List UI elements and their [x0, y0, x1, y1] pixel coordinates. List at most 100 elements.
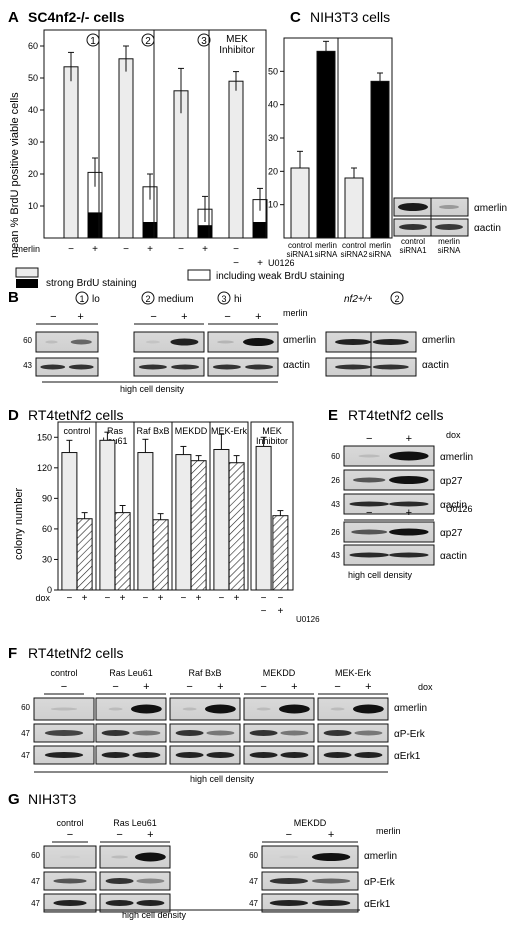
sign-d-8: −	[218, 593, 224, 604]
sign-a-1: +	[92, 244, 98, 255]
panel-e-treatment: U0126	[446, 504, 473, 514]
panel-d-y-axis: 150 120 90 60 30 0	[37, 432, 58, 595]
blot-b-actin-0-band-1	[68, 364, 94, 370]
f-hdr-0-minus: −	[61, 681, 67, 693]
blot-f-erk-2-band-0	[175, 752, 204, 758]
sign-d-1: +	[82, 593, 88, 604]
bar-c-3	[370, 80, 390, 239]
bar-d-0	[61, 452, 78, 591]
bar-d-8	[213, 448, 230, 591]
blot-b-merlin-0-band-0	[45, 340, 58, 344]
bar-d-6	[175, 454, 192, 591]
panel-a-signs: − + − + − + − − +	[68, 244, 263, 269]
panel-g-merlin: merlin	[376, 826, 401, 836]
tick-label-a-60: 60	[28, 41, 38, 51]
blot-f-perk-1-band-0	[101, 730, 130, 736]
e-hdr-1-plus: +	[406, 433, 412, 445]
blot-c-label-actin: αactin	[474, 223, 501, 234]
blot-b-actin-2	[207, 357, 279, 377]
panel-g-note: high cell density	[122, 910, 187, 920]
blot-c-label-merlin: αmerlin	[474, 203, 507, 214]
e-mw-0: 60	[331, 452, 340, 461]
panel-d-dividers	[95, 422, 211, 590]
panel-b-label-merlin: αmerlin	[283, 335, 316, 346]
tick-label-c-50: 50	[268, 66, 278, 76]
tick-label-c-10: 10	[268, 200, 278, 210]
blot-b-wt-merlin-band-0	[335, 339, 371, 345]
svg-text:hi: hi	[234, 294, 242, 305]
blot-g-mek-merlin	[261, 845, 359, 869]
sign-a-0: −	[68, 244, 74, 255]
blot-e-row2-1-band-1	[389, 552, 429, 558]
f-mw-2: 47	[21, 751, 30, 760]
panel-d-treatment: U0126	[296, 615, 320, 624]
panel-f-note: high cell density	[190, 774, 255, 784]
blot-f-erk-2-band-1	[206, 752, 235, 758]
tick-label-c-20: 20	[268, 166, 278, 176]
f-hdr-1-minus: −	[112, 681, 118, 693]
blot-e-row-1-band-1	[389, 476, 429, 484]
tick-label-d-30: 30	[42, 554, 52, 564]
panel-c-y-axis: 50 40 30 20 10	[268, 66, 284, 210]
bar-d-4	[137, 452, 154, 591]
bar-a-strong-3	[143, 222, 157, 238]
tick-label-d-0: 0	[47, 585, 52, 595]
e-mw-2: 43	[331, 500, 340, 509]
panel-b-letter: B	[8, 289, 19, 306]
svg-text:1: 1	[90, 36, 96, 47]
sign-d-7: +	[196, 593, 202, 604]
blot-g-ras-erk-band-1	[136, 900, 165, 906]
blot-b-merlin-0	[35, 331, 99, 353]
f-group-0: control	[50, 668, 77, 678]
legend-weak-swatch	[187, 269, 211, 281]
blot-g-mek-merlin-band-1	[311, 853, 351, 861]
group-d-4: MEK-Erk	[211, 426, 248, 436]
g-hdr-2-minus: −	[286, 829, 292, 841]
bar-d-2	[99, 439, 116, 591]
blot-f-perk-2-band-0	[175, 730, 204, 736]
f-group-4: MEK-Erk	[335, 668, 372, 678]
bar-c-2	[344, 177, 364, 239]
g-group-0: control	[56, 818, 83, 828]
svg-text:2: 2	[145, 294, 150, 304]
bar-a-strong-1	[88, 212, 102, 238]
panel-g-letter: G	[8, 791, 20, 808]
blot-f-perk-4-band-0	[323, 730, 352, 736]
blot-b-wt-actin-band-1	[372, 364, 409, 370]
sign-a-4: −	[178, 244, 184, 255]
blot-b-actin-0-band-0	[40, 364, 66, 370]
panel-f-title: RT4tetNf2 cells	[28, 645, 123, 661]
e-label2-1: αactin	[440, 551, 467, 562]
blot-b-actin-1-band-0	[138, 364, 167, 370]
blot-e-row2-0-band-1	[389, 528, 429, 536]
blot-f-erk-4-band-0	[323, 752, 352, 758]
svg-text:lo: lo	[92, 294, 100, 305]
blot-b-merlin-2-band-1	[243, 338, 274, 346]
blot-f-erk-1-band-1	[132, 752, 161, 758]
panel-d-ylabel: colony number	[13, 488, 25, 560]
sign-d-4: −	[142, 593, 148, 604]
f-hdr-4-minus: −	[334, 681, 340, 693]
blot-e-row-1-band-0	[353, 477, 386, 483]
blot-b-merlin-1-band-0	[145, 340, 160, 344]
panel-a-ylabel: mean % BrdU positive viable cells	[9, 92, 21, 258]
sign-d-b-11: +	[277, 606, 283, 617]
bar-a-6	[228, 80, 244, 239]
blot-g-mek-perk-band-1	[311, 878, 351, 884]
panel-b-label-actin: αactin	[283, 360, 310, 371]
f-mw-1: 47	[21, 729, 30, 738]
group-number-1: 1	[86, 33, 100, 47]
tick-label-d-150: 150	[37, 432, 52, 442]
f-hdr-2-plus: +	[217, 681, 223, 693]
blot-b-merlin-1-band-1	[170, 338, 199, 346]
blot-e-row-0-band-0	[358, 454, 381, 458]
blot-f-perk-1-band-1	[132, 730, 161, 736]
cat-c-3: merlin siRNA	[369, 241, 392, 259]
group-d-3: MEKDD	[175, 426, 208, 436]
sign-d-5: +	[158, 593, 164, 604]
f-label-0: αmerlin	[394, 703, 427, 714]
bar-d-9	[228, 462, 245, 591]
e-mw2-1: 43	[331, 551, 340, 560]
sign-d-9: +	[234, 593, 240, 604]
b-hdr-2-minus: −	[224, 311, 230, 323]
